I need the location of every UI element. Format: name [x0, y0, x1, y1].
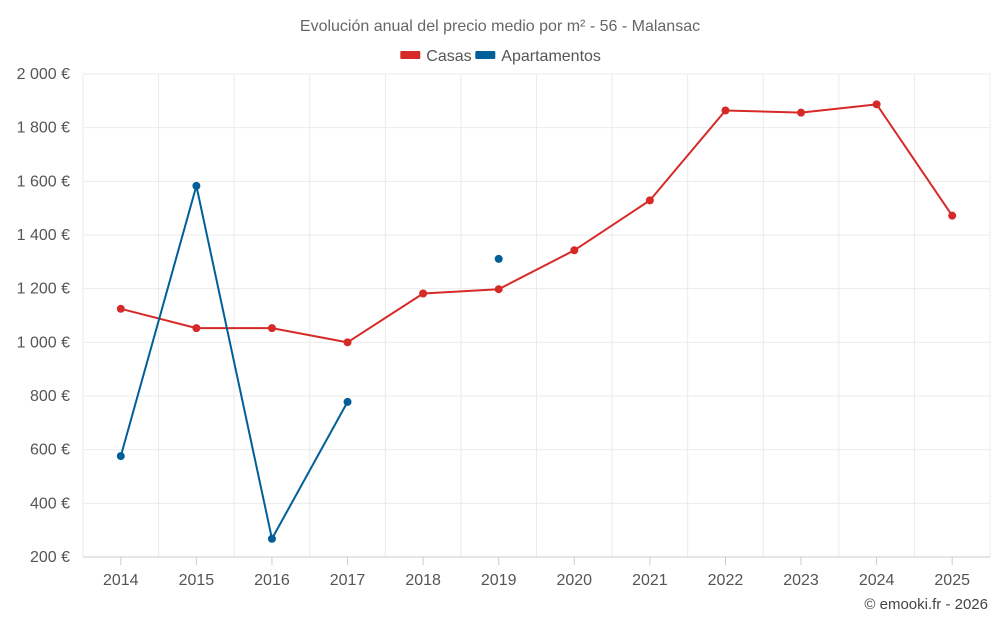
- plot-area: [116, 100, 957, 543]
- y-tick-label: 1 800 €: [17, 120, 70, 137]
- legend-label: Casas: [426, 48, 471, 65]
- credit-text: © emooki.fr - 2026: [864, 596, 988, 613]
- y-tick-label: 1 000 €: [17, 334, 70, 351]
- legend-item-apartamentos: Apartamentos: [475, 48, 601, 65]
- x-tick-label: 2018: [405, 572, 441, 589]
- y-tick-label: 600 €: [30, 442, 70, 459]
- x-tick-label: 2021: [632, 572, 668, 589]
- legend-swatch: [475, 51, 496, 59]
- y-tick-label: 400 €: [30, 495, 70, 512]
- y-tick-label: 1 400 €: [17, 227, 70, 244]
- x-tick-label: 2023: [783, 572, 819, 589]
- data-point: [494, 254, 503, 263]
- data-point: [116, 452, 125, 461]
- x-tick-label: 2025: [934, 572, 970, 589]
- series-apartamentos: [116, 181, 503, 543]
- legend-label: Apartamentos: [501, 48, 601, 65]
- data-point: [343, 338, 352, 347]
- data-point: [192, 181, 201, 190]
- y-tick-label: 800 €: [30, 388, 70, 405]
- x-tick-label: 2024: [859, 572, 895, 589]
- data-point: [570, 246, 579, 255]
- y-tick-label: 1 600 €: [17, 173, 70, 190]
- y-tick-label: 2 000 €: [17, 66, 70, 83]
- data-point: [721, 106, 730, 115]
- data-point: [267, 324, 276, 333]
- x-tick-label: 2015: [179, 572, 215, 589]
- data-point: [116, 304, 125, 313]
- x-tick-label: 2014: [103, 572, 139, 589]
- data-point: [192, 324, 201, 333]
- series-casas: [116, 100, 957, 347]
- legend-item-casas: Casas: [400, 48, 472, 65]
- data-point: [419, 289, 428, 298]
- y-tick-label: 200 €: [30, 549, 70, 566]
- x-tick-label: 2016: [254, 572, 290, 589]
- x-tick-label: 2020: [556, 572, 592, 589]
- x-tick-label: 2022: [708, 572, 744, 589]
- data-point: [645, 196, 654, 205]
- data-point: [343, 397, 352, 406]
- data-point: [872, 100, 881, 109]
- series-line: [120, 103, 954, 344]
- chart-title: Evolución anual del precio medio por m² …: [300, 18, 700, 35]
- x-tick-label: 2017: [330, 572, 366, 589]
- data-point: [797, 108, 806, 117]
- grid: [82, 73, 991, 557]
- axes: 200 € 400 € 600 € 800 € 1 000 € 1 200 € 1 400 …: [17, 66, 990, 589]
- legend-swatch: [400, 51, 421, 59]
- data-point: [948, 211, 957, 220]
- series-line: [119, 184, 349, 540]
- legend: Casas Apartamentos: [400, 48, 601, 65]
- y-tick-label: 1 200 €: [17, 281, 70, 298]
- x-tick-label: 2019: [481, 572, 517, 589]
- data-point: [494, 285, 503, 294]
- data-point: [267, 534, 276, 543]
